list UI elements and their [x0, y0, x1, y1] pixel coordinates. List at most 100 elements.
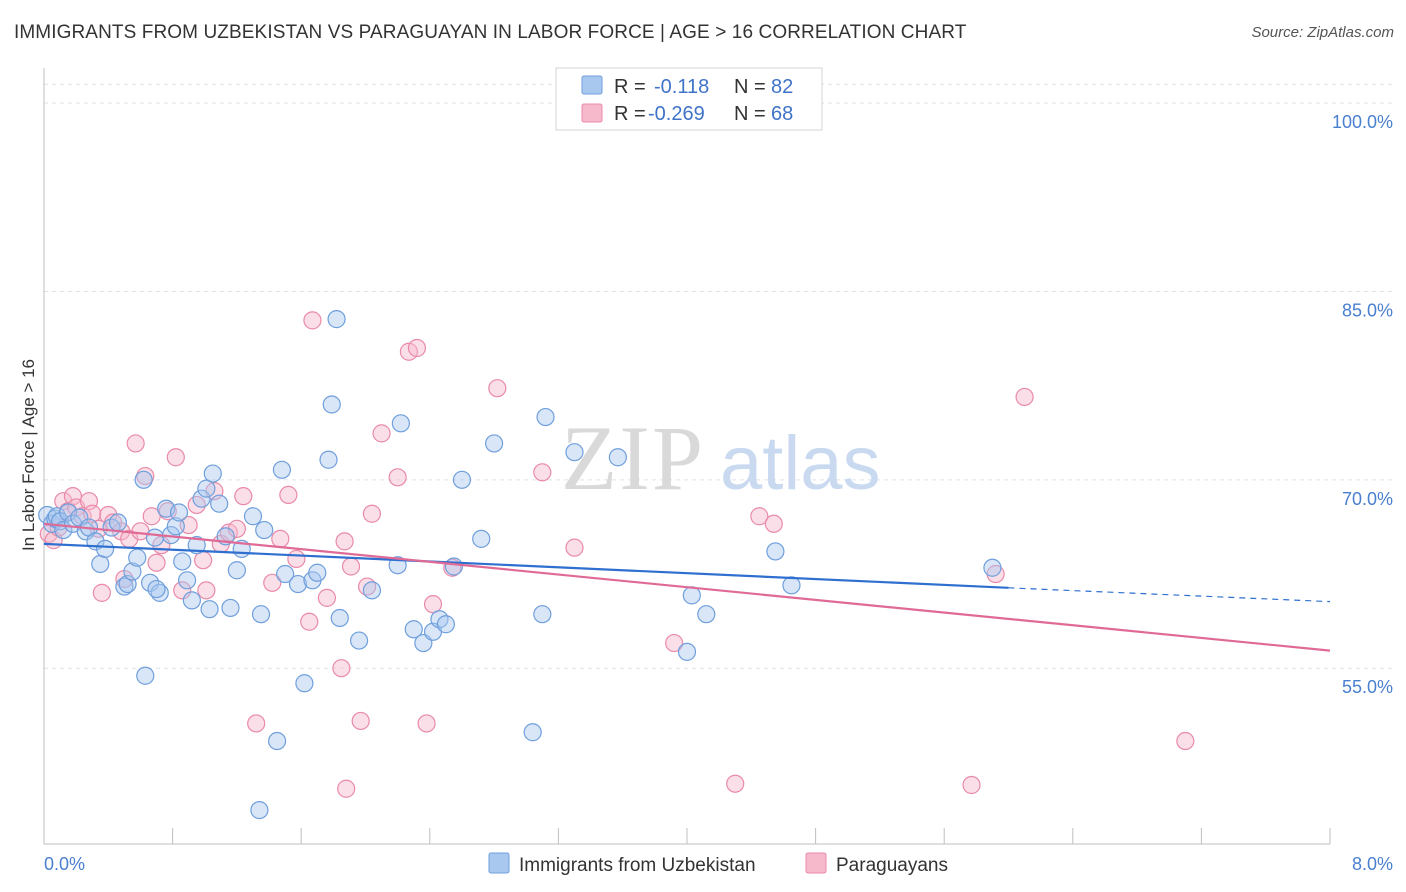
legend-r-label-paraguayans: R =	[614, 103, 646, 125]
y-tick-labels: 55.0% 70.0% 85.0% 100.0%	[1332, 112, 1393, 697]
uzbekistan-point	[472, 529, 491, 548]
uzbekistan-point	[177, 571, 197, 590]
uzbekistan-point	[330, 608, 349, 628]
paraguayans-point	[362, 504, 382, 523]
paraguayans-point	[341, 557, 361, 576]
uzbekistan-point	[95, 539, 115, 559]
uzbekistan-point	[766, 542, 785, 561]
watermark-zip: ZIP	[561, 407, 705, 509]
series-legend-swatch-paraguayans	[805, 852, 827, 874]
paraguayans-trend-line	[43, 522, 1331, 652]
uzbekistan-point	[251, 605, 271, 624]
paraguayans-point	[147, 553, 166, 572]
uzbekistan-point	[243, 507, 263, 526]
source-credit: Source: ZipAtlas.com	[1251, 24, 1394, 41]
uzbekistan-point	[295, 674, 314, 693]
paraguayans-point	[962, 775, 981, 795]
uzbekistan-point	[682, 586, 701, 605]
uzbekistan-point	[210, 494, 229, 513]
uzbekistan-point	[349, 631, 369, 650]
paraguayans-point	[126, 434, 145, 453]
paraguayans-point	[388, 468, 407, 487]
uzbekistan-point	[436, 615, 455, 634]
uzbekistan-point	[187, 536, 206, 555]
paraguayans-point	[337, 779, 356, 798]
trend-lines	[43, 522, 1331, 652]
uzbekistan-point	[166, 517, 185, 536]
watermark: ZIP atlas	[561, 407, 881, 509]
uzbekistan-point	[391, 414, 410, 433]
chart-title: IMMIGRANTS FROM UZBEKISTAN VS PARAGUAYAN…	[14, 22, 967, 43]
uzbekistan-point	[327, 310, 346, 329]
legend-n-label-uzbekistan: N =	[734, 76, 766, 98]
uzbekistan-point	[444, 557, 464, 576]
y-tick-label: 85.0%	[1342, 300, 1393, 320]
uzbekistan-point	[362, 581, 382, 600]
y-tick-label: 70.0%	[1342, 489, 1393, 509]
paraguayans-point	[565, 538, 584, 557]
uzbekistan-point	[221, 598, 240, 618]
series-legend-label-uzbekistan: Immigrants from Uzbekistan	[519, 855, 756, 876]
uzbekistan-point	[136, 666, 155, 685]
uzbekistan-point	[134, 470, 153, 489]
uzbekistan-point	[782, 576, 801, 595]
uzbekistan-point	[91, 554, 110, 574]
legend-n-value-uzbekistan: 82	[771, 76, 793, 98]
paraguayans-point	[303, 311, 322, 330]
paraguayans-point	[271, 529, 290, 548]
uzbekistan-point	[200, 600, 219, 619]
uzbekistan-point	[452, 470, 472, 489]
uzbekistan-point	[608, 448, 627, 467]
uzbekistan-point	[182, 591, 201, 610]
uzbekistan-point	[197, 479, 216, 498]
uzbekistan-point	[108, 513, 128, 532]
paraguayans-point	[279, 485, 298, 505]
legend-r-label-uzbekistan: R =	[614, 76, 646, 98]
paraguayans-point	[726, 774, 745, 793]
uzbekistan-point	[288, 574, 308, 594]
paraguayans-point	[764, 514, 783, 533]
grid-lines	[44, 83, 1393, 669]
paraguayans-point	[423, 595, 443, 614]
paraguayans-point	[197, 581, 216, 600]
paraguayans-point	[1015, 387, 1034, 407]
axes	[43, 68, 1331, 845]
paraguayans-point	[488, 379, 507, 398]
paraguayans-point	[234, 487, 253, 506]
uzbekistan-point	[404, 620, 423, 639]
x-tick-label-max: 8.0%	[1352, 854, 1393, 874]
paraguayans-point	[287, 549, 306, 569]
paraguayans-point	[407, 338, 427, 358]
uzbekistan-point	[173, 552, 192, 571]
paraguayans-point	[533, 463, 552, 482]
uzbekistan-trend-extension	[1008, 587, 1331, 603]
paraguayans-point	[92, 583, 111, 602]
series-legend: Immigrants from Uzbekistan Paraguayans	[488, 852, 948, 876]
uzbekistan-point	[227, 561, 246, 580]
paraguayans-point	[317, 588, 337, 607]
uzbekistan-point	[145, 528, 165, 547]
paraguayans-point	[417, 714, 436, 733]
paraguayans-point	[300, 612, 319, 631]
paraguayans-point	[263, 573, 282, 592]
paraguayans-point	[194, 551, 213, 570]
paraguayans-point	[247, 714, 266, 733]
series-legend-swatch-uzbekistan	[488, 852, 510, 874]
uzbekistan-point	[123, 562, 142, 581]
paraguayans-point	[665, 633, 684, 653]
uzbekistan-point	[697, 605, 716, 624]
paraguayans-point	[166, 448, 185, 467]
uzbekistan-point	[59, 503, 78, 522]
uzbekistan-point	[192, 489, 211, 508]
x-tick-label-min: 0.0%	[44, 854, 85, 874]
watermark-atlas: atlas	[720, 421, 881, 506]
uzbekistan-point	[677, 642, 697, 661]
uzbekistan-point	[308, 563, 327, 582]
uzbekistan-point	[485, 434, 504, 453]
uzbekistan-trend-line	[43, 542, 1009, 589]
uzbekistan-point	[523, 723, 542, 742]
legend-swatch-uzbekistan	[581, 75, 603, 95]
paraguayans-point	[351, 711, 370, 731]
y-axis-label: In Labor Force | Age > 16	[19, 359, 38, 551]
